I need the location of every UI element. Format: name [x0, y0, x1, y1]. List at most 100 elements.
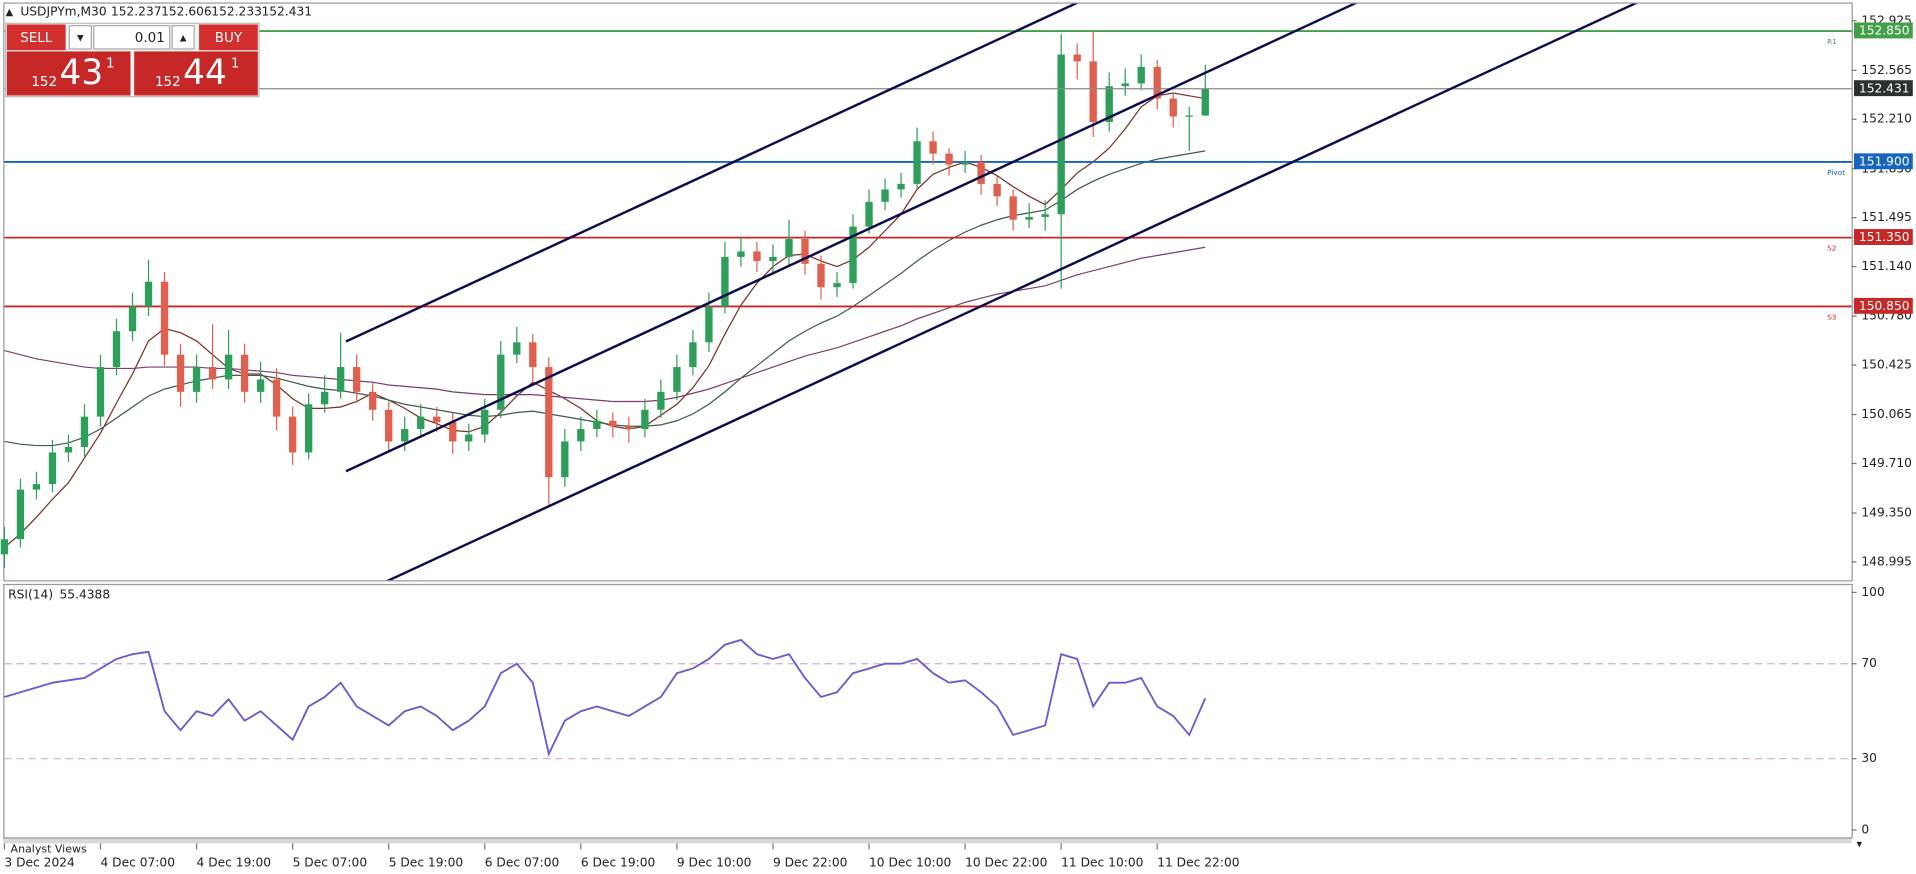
level-name: Pivot: [1827, 168, 1845, 177]
volume-up[interactable]: [171, 25, 195, 50]
candle-body: [1137, 66, 1145, 84]
level-name: R1: [1827, 37, 1837, 46]
collapse-arrow[interactable]: ▾: [1856, 838, 1862, 851]
x-tick-label: 5 Dec 07:00: [293, 855, 368, 869]
moving-average: [4, 246, 1206, 403]
candle-body: [1025, 216, 1033, 220]
footer-panel: Analyst Views: [11, 843, 87, 856]
x-tick-label: 4 Dec 19:00: [197, 855, 272, 869]
volume-up-icon[interactable]: ▲: [180, 33, 187, 43]
candle-body: [0, 539, 9, 555]
level-label-box: [1854, 229, 1913, 245]
candle-body: [1201, 88, 1209, 116]
ask-small[interactable]: 1: [231, 57, 240, 72]
candle-body: [256, 379, 265, 392]
candle-body: [336, 367, 345, 392]
ask-box[interactable]: [134, 51, 258, 96]
candle-body: [1121, 83, 1129, 87]
rsi-pane-frame: [3, 583, 1853, 839]
candle-body: [272, 379, 281, 417]
candle-body: [769, 256, 777, 262]
trend-channel: [345, 3, 1638, 581]
volume-value[interactable]: 0.01: [135, 31, 165, 46]
candle-body: [369, 391, 377, 410]
pane-separator: [3, 838, 1852, 844]
level-label: 151.350: [1859, 230, 1910, 244]
header-high: 152.606: [161, 5, 212, 19]
level-label-box: [1854, 22, 1913, 39]
candle-body: [849, 226, 857, 284]
candle-body: [993, 183, 1001, 197]
x-tick-label: 9 Dec 22:00: [773, 855, 848, 869]
candle-body: [208, 367, 217, 380]
y-tick-label: 152.210: [1861, 112, 1912, 126]
buy-label[interactable]: BUY: [215, 31, 243, 46]
candle-body: [897, 183, 905, 190]
ask-big[interactable]: 152: [155, 75, 181, 90]
candle-body: [465, 434, 473, 442]
y-tick-label: 149.710: [1861, 456, 1912, 470]
y-tick-label: 150.065: [1861, 407, 1912, 421]
candle-body: [689, 342, 697, 368]
rsi-title: RSI(14): [8, 587, 53, 601]
bid-box[interactable]: [6, 51, 131, 96]
x-tick-label: 9 Dec 10:00: [677, 855, 752, 869]
level-name: S2: [1827, 244, 1836, 253]
bid-big[interactable]: 152: [31, 75, 57, 90]
candle-body: [304, 404, 313, 453]
channel-lower: [386, 3, 1638, 581]
y-tick-label: 151.495: [1861, 210, 1912, 224]
header-close: 152.431: [261, 5, 312, 19]
candle-body: [961, 161, 969, 165]
rsi-tick-label: 100: [1861, 585, 1884, 599]
level-label: 151.900: [1859, 154, 1910, 168]
candle-body: [593, 420, 601, 430]
candle-body: [353, 367, 361, 392]
rsi-tick-label: 70: [1861, 656, 1877, 670]
moving-average: [4, 150, 1206, 447]
candle-body: [801, 239, 809, 264]
level-label-box: [1854, 153, 1913, 170]
x-tick-label: 6 Dec 07:00: [485, 855, 559, 869]
header-low: 152.233: [211, 5, 262, 19]
candle-body: [977, 161, 985, 184]
candle-body: [913, 141, 921, 184]
candle-body: [48, 452, 57, 485]
candle-body: [112, 331, 121, 368]
channel-middle: [345, 3, 1358, 473]
candle-body: [561, 441, 569, 478]
ask-main[interactable]: 44: [183, 53, 227, 93]
volume-down[interactable]: [68, 25, 92, 50]
sell-label[interactable]: SELL: [20, 31, 53, 46]
y-tick-label: 152.565: [1861, 63, 1912, 77]
level-label: 150.850: [1859, 299, 1910, 313]
rsi-current: 55.4388: [60, 587, 111, 601]
candle-body: [609, 420, 617, 427]
candle-body: [929, 141, 937, 154]
buy-button[interactable]: [199, 24, 258, 51]
volume-down-icon[interactable]: ▼: [77, 33, 84, 43]
candle-body: [320, 391, 329, 405]
current-price-label: 152.431: [1859, 81, 1910, 95]
volume-input[interactable]: [93, 25, 171, 50]
x-tick-label: 5 Dec 19:00: [389, 855, 463, 869]
bid-small[interactable]: 1: [106, 57, 115, 72]
candle-body: [785, 239, 793, 257]
y-tick-label: 151.140: [1861, 259, 1912, 273]
candle-body: [513, 342, 521, 355]
candle-body: [945, 153, 953, 165]
candle-body: [881, 189, 889, 202]
candle-body: [1009, 196, 1017, 220]
candle-body: [1073, 54, 1081, 62]
bid-main[interactable]: 43: [60, 53, 104, 93]
candle-body: [385, 409, 393, 442]
candle-body: [240, 354, 249, 392]
sell-button[interactable]: [6, 24, 66, 51]
y-tick-label: 148.995: [1861, 554, 1912, 568]
x-tick-label: 4 Dec 07:00: [101, 855, 175, 869]
candle-body: [80, 416, 89, 447]
candle-body: [401, 429, 409, 442]
candle-body: [1105, 86, 1113, 122]
